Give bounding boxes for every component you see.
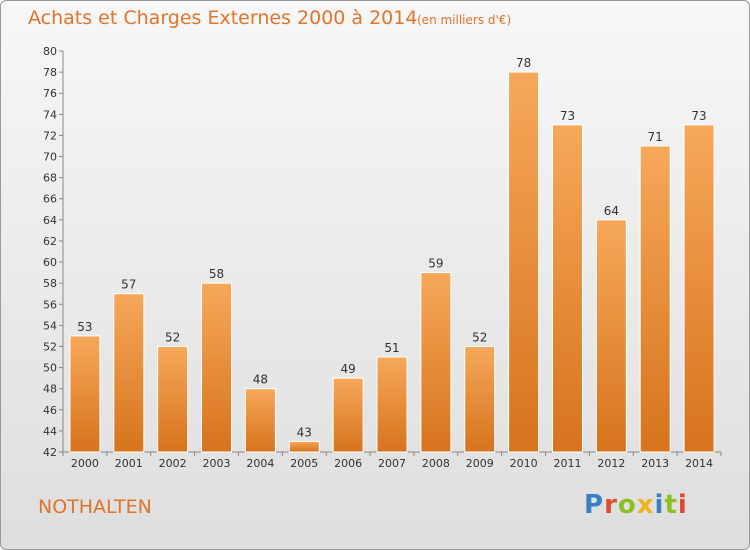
- x-tick-label: 2006: [334, 457, 362, 470]
- data-label-2008: 59: [428, 257, 443, 271]
- y-tick-label: 44: [43, 425, 57, 438]
- bar-2008: [420, 272, 452, 453]
- x-tick-label: 2010: [510, 457, 538, 470]
- bar-2012: [595, 219, 627, 453]
- x-tick-label: 2009: [466, 457, 494, 470]
- y-tick-label: 78: [43, 66, 57, 79]
- bar-2013: [639, 145, 671, 453]
- x-tick-label: 2005: [290, 457, 318, 470]
- data-label-2001: 57: [121, 278, 136, 292]
- bar-2014: [683, 124, 715, 453]
- x-tick-label: 2013: [641, 457, 669, 470]
- x-tick-label: 2003: [203, 457, 231, 470]
- x-tick-label: 2007: [378, 457, 406, 470]
- logo-letter: o: [617, 490, 637, 520]
- chart-title: Achats et Charges Externes 2000 à 2014: [28, 7, 418, 29]
- y-tick-label: 80: [43, 45, 57, 58]
- x-tick-label: 2002: [159, 457, 187, 470]
- proxiti-logo: Proxiti: [584, 490, 688, 520]
- y-tick-label: 56: [43, 298, 57, 311]
- bar-2001: [113, 293, 145, 453]
- logo-letter: r: [604, 490, 618, 520]
- y-tick-label: 46: [43, 404, 57, 417]
- data-label-2011: 73: [560, 109, 575, 123]
- x-tick-label: 2004: [246, 457, 274, 470]
- y-tick-label: 62: [43, 235, 57, 248]
- x-tick-label: 2012: [597, 457, 625, 470]
- bar-2004: [244, 388, 276, 453]
- y-tick-label: 60: [43, 256, 57, 269]
- bar-2010: [508, 71, 540, 453]
- chart-subtitle: (en milliers d'€): [417, 13, 512, 27]
- bar-2009: [464, 345, 496, 453]
- bar-2003: [201, 282, 233, 453]
- data-label-2010: 78: [516, 56, 531, 70]
- data-label-2005: 43: [297, 425, 312, 439]
- x-tick-label: 2001: [115, 457, 143, 470]
- data-label-2012: 64: [604, 204, 619, 218]
- y-tick-label: 70: [43, 151, 57, 164]
- y-tick-label: 48: [43, 383, 57, 396]
- logo-letter: i: [677, 490, 688, 520]
- bar-2002: [157, 345, 189, 453]
- data-label-2000: 53: [77, 320, 92, 334]
- logo-letter: P: [584, 490, 605, 520]
- data-label-2003: 58: [209, 267, 224, 281]
- y-tick-label: 52: [43, 340, 57, 353]
- data-label-2014: 73: [691, 109, 706, 123]
- x-tick-label: 2000: [71, 457, 99, 470]
- commune-name: NOTHALTEN: [38, 496, 152, 518]
- y-tick-label: 54: [43, 319, 57, 332]
- bar-2005: [288, 440, 320, 453]
- y-tick-label: 50: [43, 362, 57, 375]
- data-label-2002: 52: [165, 330, 180, 344]
- bar-2011: [551, 124, 583, 453]
- y-tick-label: 72: [43, 129, 57, 142]
- bar-2000: [69, 335, 101, 453]
- data-label-2004: 48: [253, 373, 268, 387]
- data-label-2009: 52: [472, 330, 487, 344]
- y-tick-label: 64: [43, 214, 57, 227]
- logo-letter: x: [636, 490, 655, 520]
- y-tick-label: 68: [43, 172, 57, 185]
- y-tick-label: 58: [43, 277, 57, 290]
- y-tick-label: 42: [43, 446, 57, 459]
- logo-letter: t: [664, 490, 678, 520]
- bar-2007: [376, 356, 408, 453]
- x-tick-label: 2008: [422, 457, 450, 470]
- x-tick-label: 2014: [685, 457, 713, 470]
- bar-2006: [332, 377, 364, 453]
- data-label-2007: 51: [384, 341, 399, 355]
- data-label-2006: 49: [340, 362, 355, 376]
- y-tick-label: 66: [43, 193, 57, 206]
- data-label-2013: 71: [648, 130, 663, 144]
- y-tick-label: 76: [43, 87, 57, 100]
- x-tick-label: 2011: [553, 457, 581, 470]
- logo-letter: i: [654, 490, 665, 520]
- y-tick-label: 74: [43, 108, 57, 121]
